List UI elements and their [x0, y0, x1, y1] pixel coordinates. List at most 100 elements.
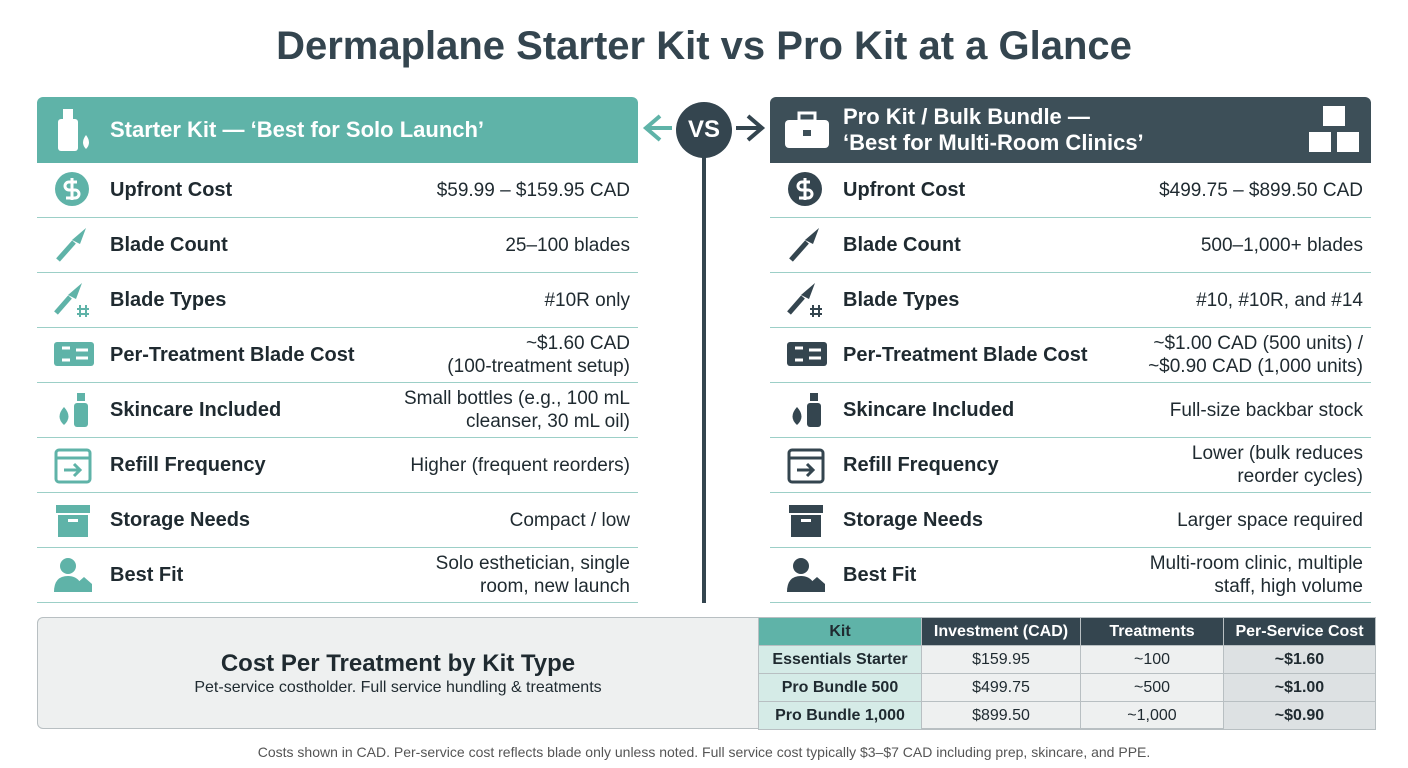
row-icon: [770, 224, 843, 266]
icon-part: [1309, 132, 1331, 152]
icon-part: [792, 407, 801, 425]
row-value: Multi-room clinic, multiple staff, high …: [1149, 553, 1363, 597]
icon-part: [787, 172, 822, 206]
icon-part: [53, 342, 94, 366]
row-value: ~$1.00 CAD (500 units) / ~$0.90 CAD (1,0…: [1148, 333, 1363, 377]
row: Skincare Included Full-size backbar stock: [770, 383, 1371, 438]
row-label: Refill Frequency: [110, 453, 266, 476]
icon-part: [53, 558, 92, 592]
row: Storage Needs Larger space required: [770, 493, 1371, 548]
icon-part: [788, 505, 823, 537]
icon: [57, 109, 89, 151]
icon-part: [788, 505, 823, 513]
icon-part: [797, 111, 816, 123]
row-label: Storage Needs: [843, 508, 984, 531]
row-icon: [37, 334, 110, 376]
table-cell: Essentials Starter: [758, 645, 922, 674]
icon: [1309, 106, 1359, 152]
icon-part: [73, 403, 88, 427]
icon-part: [53, 295, 72, 315]
row-icon: [770, 279, 843, 321]
row-value: #10R only: [544, 289, 630, 311]
header-icon: [770, 110, 843, 150]
icon-part: [63, 178, 80, 200]
row-value: $499.75 – $899.50 CAD: [1159, 179, 1363, 201]
icon-part: [61, 346, 88, 362]
icon-part: [788, 240, 809, 262]
table-cell: ~$1.60: [1223, 645, 1376, 674]
panel-title: Starter Kit — ‘Best for Solo Launch’: [110, 117, 485, 142]
row-label: Blade Count: [843, 233, 961, 256]
row: Refill Frequency Lower (bulk reduces reor…: [770, 438, 1371, 493]
icon-part: [67, 283, 82, 299]
icon-part: [57, 515, 88, 537]
rows: Upfront Cost $499.75 – $899.50 CAD Blade C…: [770, 163, 1371, 603]
arrow-right: [736, 114, 766, 142]
rows: Upfront Cost $59.99 – $159.95 CAD Blade Co…: [37, 163, 638, 603]
icon: [784, 111, 829, 148]
icon-part: [802, 130, 811, 136]
row-value: Compact / low: [509, 509, 630, 531]
icon-part: [796, 462, 815, 478]
row-label: Skincare Included: [110, 398, 282, 421]
starter-panel: Starter Kit — ‘Best for Solo Launch’ Upf…: [37, 97, 638, 603]
row-icon: [770, 444, 843, 486]
row-icon: [37, 499, 110, 541]
icon-part: [800, 519, 811, 522]
header-row: Kit Investment (CAD) Treatments Per-Service…: [758, 617, 1376, 646]
icon-part: [786, 295, 805, 315]
icon-part: [786, 558, 825, 592]
icon-part: [786, 283, 822, 317]
title: Dermaplane Starter Kit vs Pro Kit at a G…: [276, 24, 1132, 68]
pro-panel: Pro Kit / Bulk Bundle — ‘Best for Multi-…: [770, 97, 1371, 603]
icon-part: [787, 448, 824, 484]
table-cell: $499.75: [921, 673, 1081, 702]
icon-part: [792, 393, 821, 427]
row-value: Full-size backbar stock: [1169, 399, 1363, 421]
icon-part: [82, 135, 89, 149]
row-label: Per-Treatment Blade Cost: [110, 343, 355, 366]
column-header: Investment (CAD): [921, 617, 1081, 646]
row-label: Blade Types: [843, 288, 960, 311]
icon-part: [787, 448, 824, 484]
row-value: Small bottles (e.g., 100 mL cleanser, 30…: [404, 388, 630, 432]
table-cell: ~$1.00: [1223, 673, 1376, 702]
row-value: ~$1.60 CAD (100-treatment setup): [447, 333, 630, 377]
row: Best Fit Solo esthetician, single room, n…: [37, 548, 638, 603]
table-body: Essentials Starter $159.95 ~100 ~$1.60 Pro B…: [758, 645, 1376, 730]
table-cell: $159.95: [921, 645, 1081, 674]
icon-part: [808, 577, 825, 592]
table-cell: $899.50: [921, 701, 1081, 730]
table-head: Kit Investment (CAD) Treatments Per-Service…: [758, 617, 1376, 646]
icon-part: [1337, 132, 1359, 152]
header-icon: [37, 105, 110, 155]
summary-subtitle: Pet-service costholder. Full service hun…: [194, 679, 602, 696]
row-value: Larger space required: [1177, 509, 1363, 531]
row-value: Higher (frequent reorders): [410, 454, 630, 476]
icon-part: [76, 305, 89, 317]
row: Storage Needs Compact / low: [37, 493, 638, 548]
row-icon: [37, 444, 110, 486]
table-cell: ~$0.90: [1223, 701, 1376, 730]
column-header: Per-Service Cost: [1223, 617, 1376, 646]
row-icon: [37, 224, 110, 266]
icon-part: [804, 228, 819, 244]
icon-part: [55, 505, 90, 513]
icon-part: [53, 342, 94, 366]
column-header: Kit: [758, 617, 922, 646]
table-cell: ~100: [1080, 645, 1224, 674]
row-label: Skincare Included: [843, 398, 1015, 421]
row-value: #10, #10R, and #14: [1196, 289, 1363, 311]
icon-part: [809, 393, 818, 401]
row-icon: [770, 334, 843, 376]
icon-part: [790, 515, 821, 537]
icon-part: [55, 240, 76, 262]
icon-part: [75, 577, 92, 592]
row-label: Upfront Cost: [110, 178, 233, 201]
table-row: Pro Bundle 500 $499.75 ~500 ~$1.00: [758, 673, 1376, 702]
panel-header: Pro Kit / Bulk Bundle — ‘Best for Multi-…: [770, 97, 1371, 163]
row-label: Blade Count: [110, 233, 228, 256]
row-icon: [37, 279, 110, 321]
